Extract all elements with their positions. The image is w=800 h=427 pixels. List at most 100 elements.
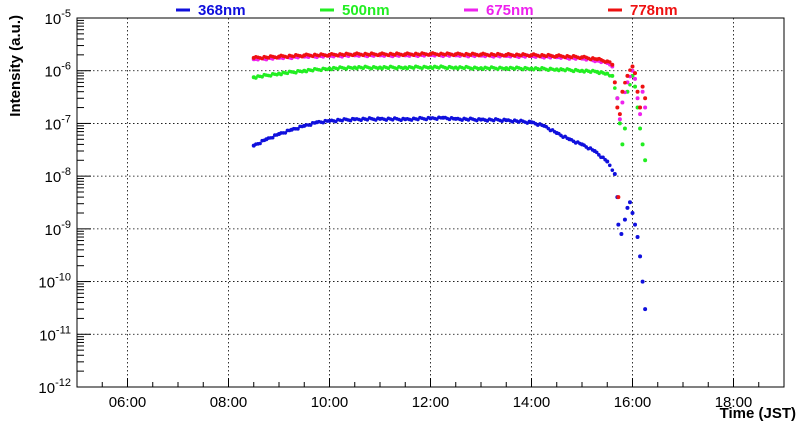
data-point [628,68,632,72]
data-point [625,73,630,78]
y-tick-label: 10-6 [45,61,71,81]
y-tick-exponent: -11 [56,324,71,336]
y-tick-label: 10-10 [38,272,71,292]
data-point [628,83,632,87]
x-tick-label: 16:00 [614,394,652,411]
data-point [610,62,615,67]
y-tick-exponent: -10 [55,272,71,284]
data-point [607,60,612,64]
x-tick-label: 14:00 [513,394,551,411]
y-tick-base: 10 [45,11,62,28]
y-tick-label: 10-9 [45,219,71,239]
data-point [613,86,617,90]
grid-lines [77,18,784,387]
y-tick-exponent: -12 [55,377,71,389]
data-point [633,71,638,76]
data-point [601,155,605,160]
data-point [620,89,625,94]
data-point [619,231,624,236]
data-point [638,254,643,259]
legend-label: 368nm [198,2,246,19]
y-tick-label: 10-5 [45,8,71,28]
series-368nm [251,115,648,312]
y-tick-exponent: -5 [61,8,71,20]
y-tick-base: 10 [38,275,55,292]
y-tick-label: 10-7 [45,113,71,133]
data-point [617,112,622,117]
data-point [610,168,615,172]
y-tick-label: 10-8 [45,166,71,186]
data-point [640,84,645,89]
data-point [635,89,640,94]
x-tick-label: 08:00 [210,394,248,411]
y-tick-exponent: -7 [61,113,71,125]
data-point [640,89,645,94]
data-point [605,71,610,76]
data-point [258,141,262,146]
axis-ticks: 06:00 08:00 10:00 12:00 14:00 16:00 18:0010-51… [38,8,785,411]
data-point [640,279,645,284]
data-point [597,153,601,157]
y-tick-label: 10-12 [38,377,71,397]
data-point [638,105,643,110]
y-tick-base: 10 [45,116,62,133]
x-tick-label: 10:00 [311,394,349,411]
data-point [640,142,645,147]
data-point [617,117,622,122]
y-tick-exponent: -8 [61,166,71,178]
data-point [633,84,638,89]
series-778nm [251,51,648,200]
data-point [633,222,638,227]
data-point [635,96,640,101]
y-tick-base: 10 [45,222,62,239]
data-point [296,127,300,131]
data-point [594,150,599,155]
data-point [612,80,617,85]
data-point [638,126,643,131]
data-point [627,200,632,205]
data-point [616,195,621,200]
data-point [615,96,620,101]
data-point [270,135,275,140]
data-point [630,210,635,215]
data-point [643,158,648,163]
data-point [605,159,610,164]
legend: 368nm 500nm 675nm 778nm [176,2,678,19]
y-tick-base: 10 [38,380,55,397]
legend-label: 778nm [630,2,678,19]
data-point [643,105,648,110]
data-point [610,73,615,78]
data-points [251,51,648,312]
y-tick-base: 10 [45,169,62,186]
data-point [620,142,625,147]
x-tick-label: 06:00 [109,394,147,411]
x-tick-label: 18:00 [715,394,753,411]
y-tick-base: 10 [45,64,62,81]
data-point [617,121,622,126]
data-point [630,64,635,69]
y-axis-label: Intensity (a.u.) [7,15,24,117]
data-point [643,307,648,312]
y-tick-label: 10-11 [39,324,71,344]
data-point [638,112,643,117]
y-tick-base: 10 [39,327,56,344]
data-point [625,205,630,210]
legend-label: 675nm [486,2,534,19]
data-point [622,126,627,131]
data-point [623,80,627,85]
y-tick-exponent: -9 [61,219,71,231]
y-tick-exponent: -6 [61,61,71,73]
data-point [622,217,627,222]
data-point [283,131,288,135]
data-point [607,163,612,168]
data-point [620,100,625,105]
legend-label: 500nm [342,2,390,19]
data-point [643,96,648,101]
data-point [612,171,617,176]
data-point [616,222,621,227]
series-675nm [251,52,648,122]
data-point [615,105,620,110]
x-tick-label: 12:00 [412,394,450,411]
data-point [308,123,313,127]
data-point [635,235,640,240]
